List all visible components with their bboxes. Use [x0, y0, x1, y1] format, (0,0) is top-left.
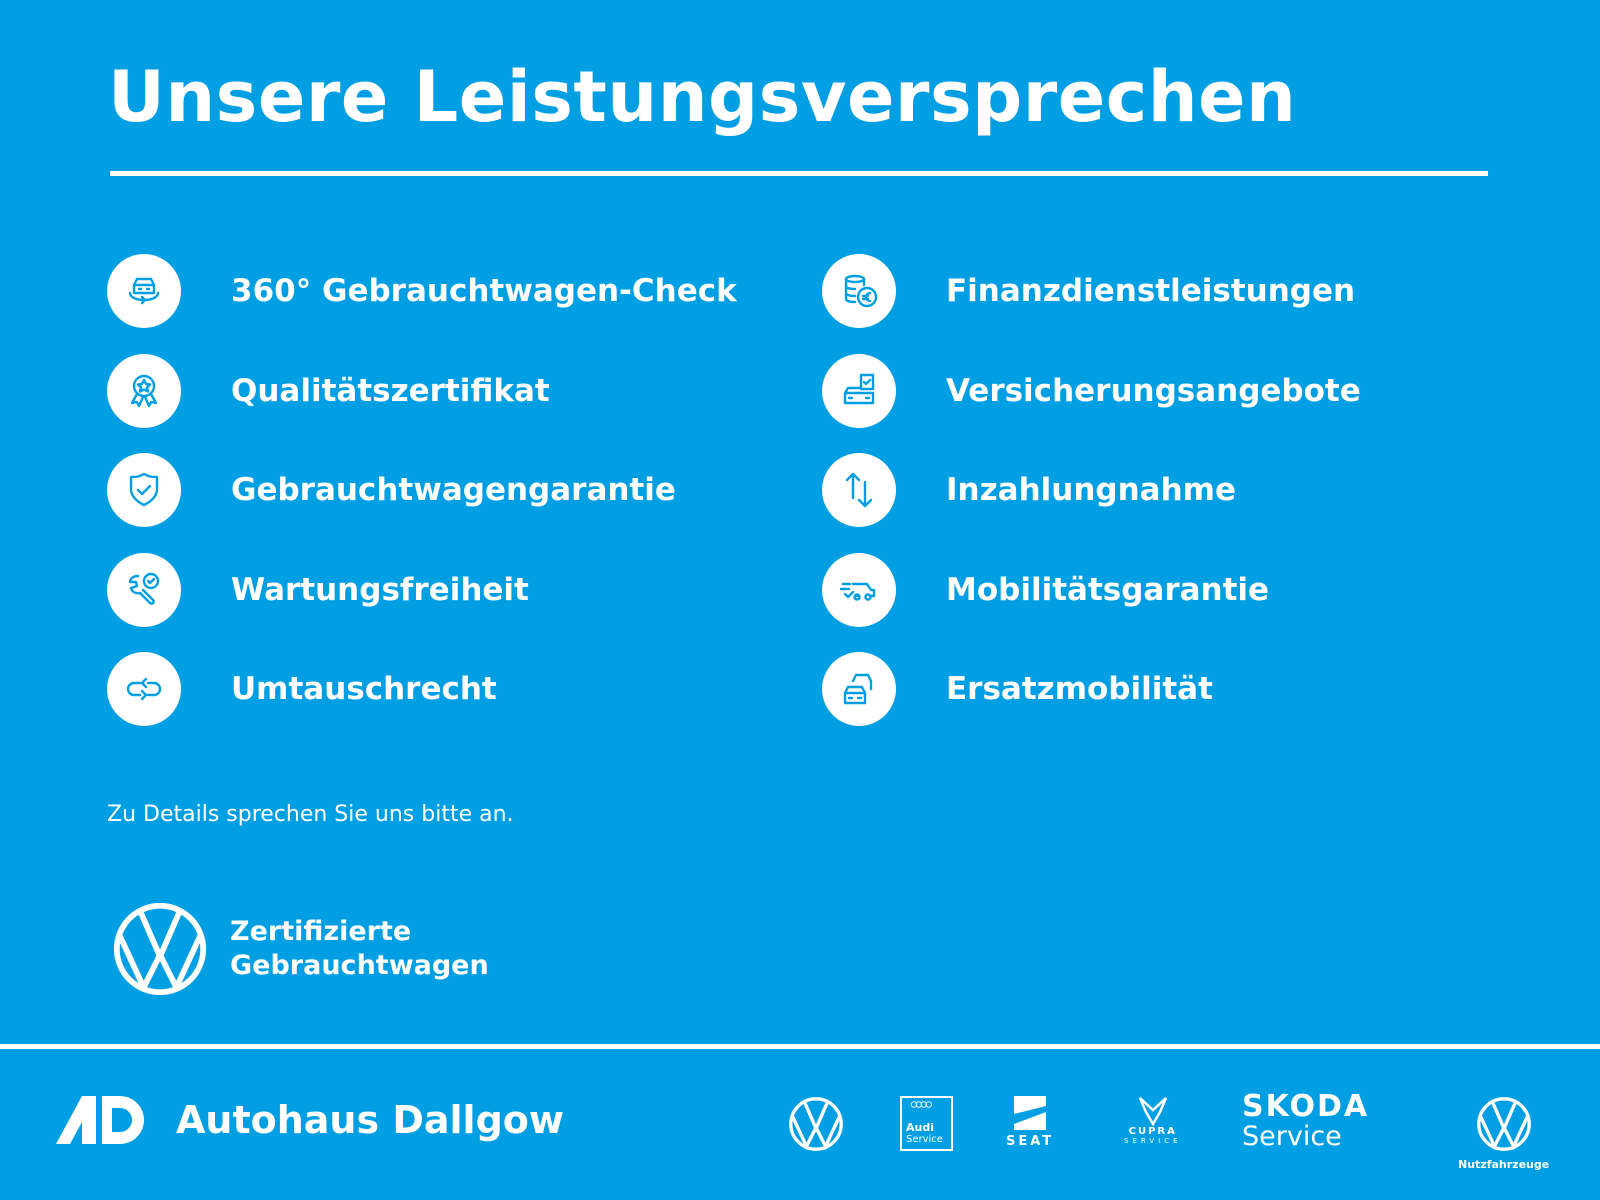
vw-logo-icon: [789, 1097, 843, 1151]
cupra-service-logo: CUPRA SERVICE: [1124, 1096, 1182, 1145]
item-gebrauchtwagengarantie: Gebrauchtwagengarantie: [107, 453, 676, 527]
item-label: Qualitätszertifikat: [231, 373, 550, 409]
cert-line2: Gebrauchtwagen: [230, 950, 489, 981]
ad-logo-icon: [56, 1096, 144, 1144]
vw-nutzfahrzeuge-logo: Nutzfahrzeuge: [1458, 1096, 1549, 1171]
item-ersatzmobilitaet: Ersatzmobilität: [822, 652, 1213, 726]
seat-logo: SEAT: [1006, 1096, 1054, 1149]
item-label: Umtauschrecht: [231, 671, 497, 707]
vw-logo-icon: [113, 902, 207, 996]
item-label: 360° Gebrauchtwagen-Check: [231, 273, 737, 309]
item-label: Gebrauchtwagengarantie: [231, 472, 676, 508]
two-cars-icon: [822, 652, 896, 726]
dealer-name: Autohaus Dallgow: [176, 1098, 564, 1142]
vw-brand-logo: [788, 1096, 844, 1152]
cert-line1: Zertifizierte: [230, 916, 412, 947]
title-divider: [110, 171, 1488, 176]
audi-rings-icon: [910, 1101, 932, 1108]
car-360-icon: [107, 254, 181, 328]
car-document-check-icon: [822, 354, 896, 428]
item-label: Finanzdienstleistungen: [946, 273, 1356, 309]
up-down-arrows-icon: [822, 453, 896, 527]
item-label: Wartungsfreiheit: [231, 572, 529, 608]
coins-euro-icon: [822, 254, 896, 328]
item-label: Ersatzmobilität: [946, 671, 1213, 707]
award-ribbon-icon: [107, 354, 181, 428]
fast-car-icon: [822, 553, 896, 627]
item-wartungsfreiheit: Wartungsfreiheit: [107, 553, 529, 627]
item-inzahlungnahme: Inzahlungnahme: [822, 453, 1236, 527]
wrench-check-icon: [107, 553, 181, 627]
item-finanzdienstleistungen: Finanzdienstleistungen: [822, 254, 1355, 328]
dealer-logo: Autohaus Dallgow: [56, 1096, 564, 1144]
item-versicherungsangebote: Versicherungsangebote: [822, 354, 1361, 428]
footer-divider: [0, 1044, 1600, 1049]
page-title: Unsere Leistungsversprechen: [108, 56, 1297, 138]
shield-check-icon: [107, 453, 181, 527]
certified-used-cars-badge: Zertifizierte Gebrauchtwagen: [112, 901, 489, 997]
exchange-arrows-icon: [107, 652, 181, 726]
skoda-service-logo: SKODA Service: [1242, 1089, 1370, 1152]
details-note: Zu Details sprechen Sie uns bitte an.: [107, 802, 514, 827]
audi-service-logo: Audi Service: [900, 1096, 953, 1151]
item-umtauschrecht: Umtauschrecht: [107, 652, 497, 726]
item-qualitaetszertifikat: Qualitätszertifikat: [107, 354, 550, 428]
seat-s-icon: [1014, 1096, 1047, 1130]
item-label: Versicherungsangebote: [946, 373, 1361, 409]
item-label: Mobilitätsgarantie: [946, 572, 1270, 608]
item-mobilitaetsgarantie: Mobilitätsgarantie: [822, 553, 1269, 627]
item-gebrauchtwagen-check: 360° Gebrauchtwagen-Check: [107, 254, 737, 328]
vw-logo-icon: [1476, 1097, 1531, 1151]
cupra-icon: [1138, 1097, 1167, 1126]
item-label: Inzahlungnahme: [946, 472, 1236, 508]
